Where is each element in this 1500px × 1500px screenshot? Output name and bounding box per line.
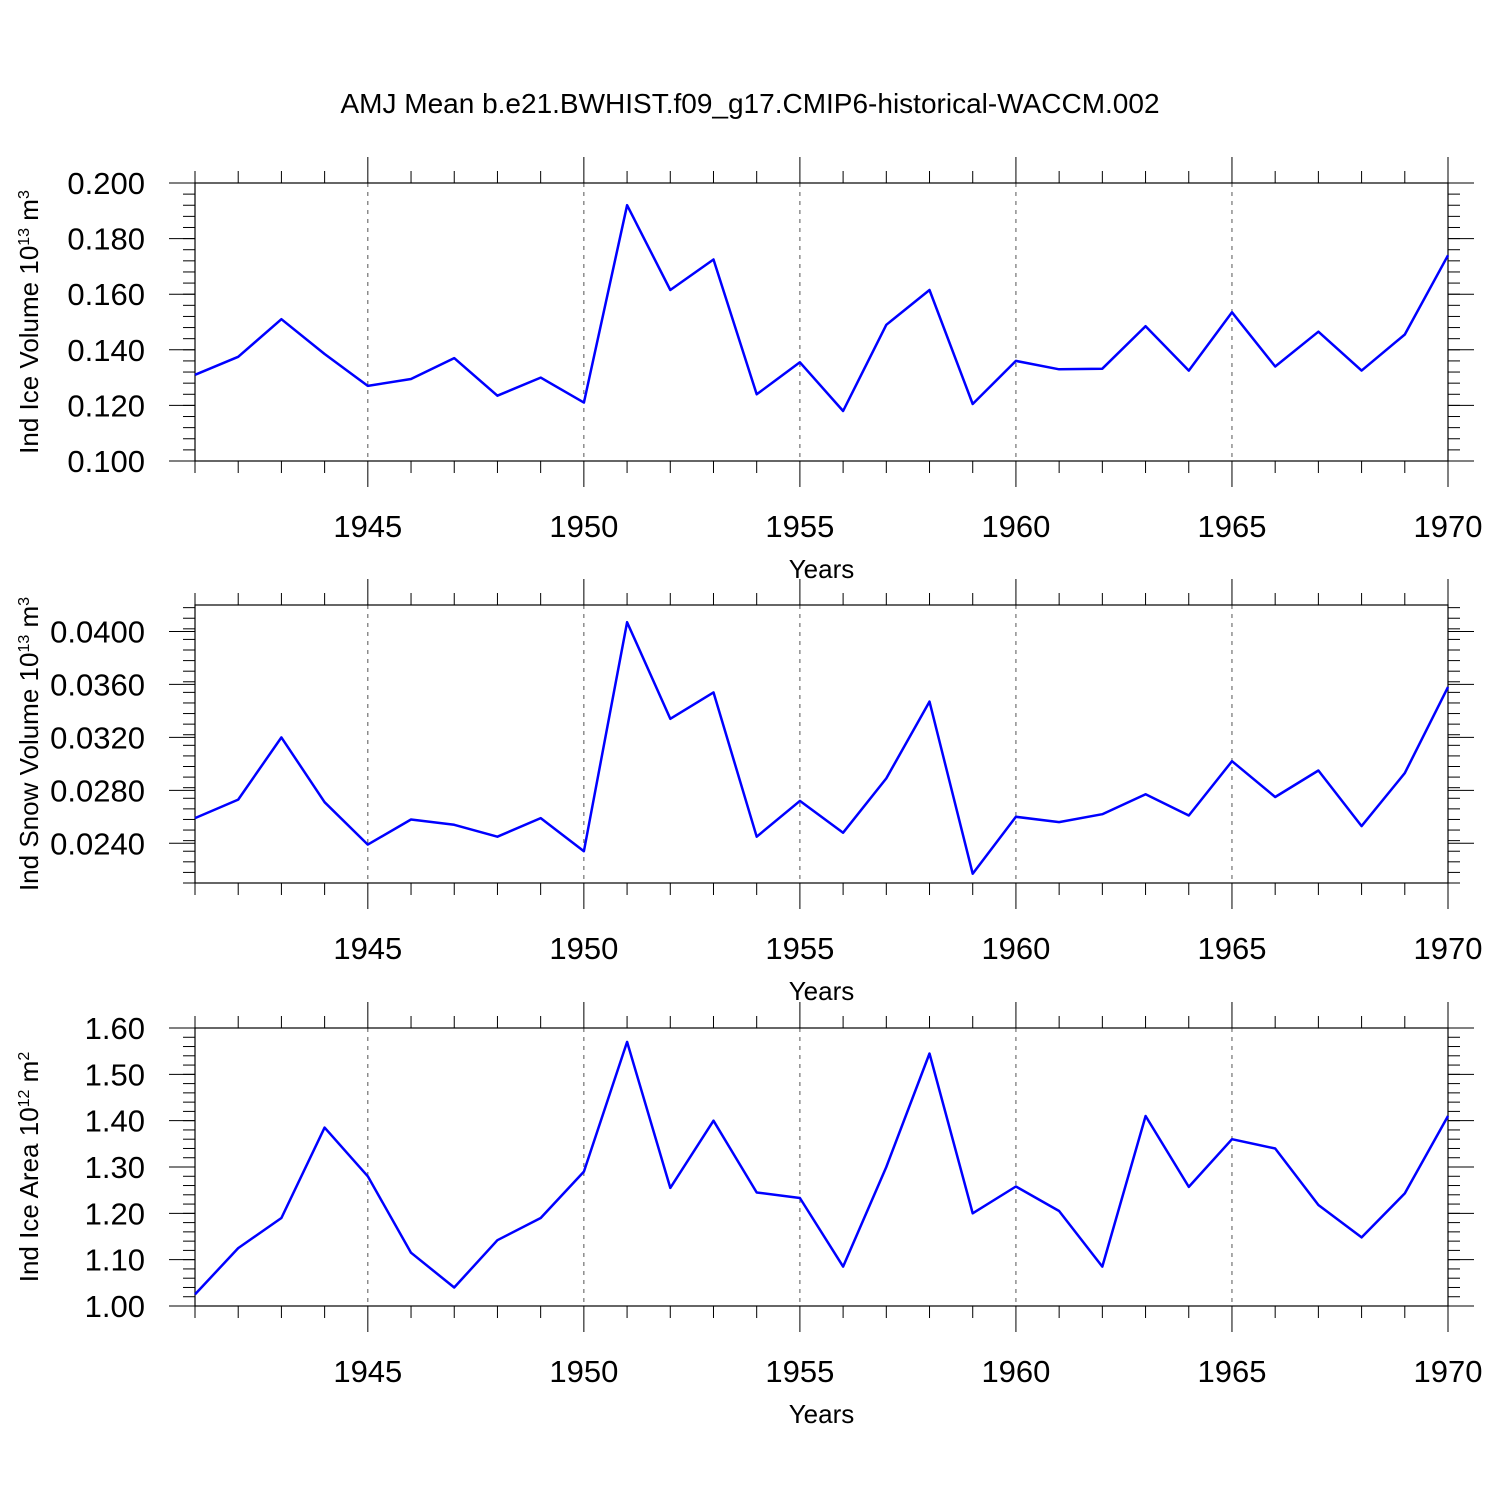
y-tick-label: 1.00 — [85, 1289, 145, 1324]
x-tick-label: 1950 — [549, 931, 618, 966]
y-axis-label-text: m — [14, 606, 44, 635]
x-axis-label: Years — [789, 1399, 855, 1429]
y-tick-label: 1.40 — [85, 1104, 145, 1139]
x-tick-label: 1950 — [549, 1354, 618, 1389]
y-tick-label: 0.160 — [67, 277, 145, 312]
x-tick-label: 1945 — [333, 931, 402, 966]
y-tick-label: 0.0320 — [50, 720, 145, 755]
y-axis-label-text: Ind Ice Area 10 — [14, 1107, 44, 1282]
x-tick-label: 1945 — [333, 1354, 402, 1389]
y-axis-label-text: Ind Snow Volume 10 — [14, 653, 44, 892]
y-tick-label: 0.120 — [67, 388, 145, 423]
y-tick-label: 0.140 — [67, 333, 145, 368]
y-tick-label: 0.0360 — [50, 667, 145, 702]
panel-3: 1.00 1.10 1.20 1.30 1.40 1.50 1.60 1945 1950 1955… — [14, 1002, 1482, 1429]
y-axis-label: Ind Ice Area 1012 m2 — [14, 1052, 44, 1283]
x-tick-label: 1970 — [1414, 509, 1483, 544]
y-axis-label: Ind Snow Volume 1013 m3 — [14, 597, 44, 891]
y-axis-label-superscript: 12 — [16, 1089, 33, 1107]
x-tick-label: 1965 — [1197, 931, 1266, 966]
x-tick-label: 1965 — [1197, 1354, 1266, 1389]
y-tick-label: 0.180 — [67, 222, 145, 257]
series-line — [194, 620, 1450, 875]
x-axis-label: Years — [789, 976, 855, 1006]
x-tick-label: 1960 — [981, 1354, 1050, 1389]
plot-frame — [194, 182, 1449, 462]
y-tick-label: 1.20 — [85, 1196, 145, 1231]
x-axis-label: Years — [789, 554, 855, 584]
y-axis-label-text: Ind Ice Volume 10 — [14, 246, 44, 454]
y-axis-label-superscript: 3 — [16, 190, 33, 199]
plot-frame — [194, 604, 1449, 884]
y-axis-label-superscript: 13 — [16, 635, 33, 653]
y-axis-label-text: m — [14, 199, 44, 228]
x-tick-label: 1955 — [765, 509, 834, 544]
page-title: AMJ Mean b.e21.BWHIST.f09_g17.CMIP6-hist… — [340, 88, 1160, 119]
y-axis-label-superscript: 13 — [16, 228, 33, 246]
series-line — [194, 1040, 1450, 1296]
x-tick-label: 1945 — [333, 509, 402, 544]
y-tick-label: 0.200 — [67, 166, 145, 201]
y-tick-label: 1.60 — [85, 1011, 145, 1046]
y-tick-label: 1.30 — [85, 1150, 145, 1185]
x-tick-label: 1960 — [981, 509, 1050, 544]
y-tick-label: 1.10 — [85, 1243, 145, 1278]
series-line — [194, 203, 1450, 413]
plot-frame — [194, 1027, 1449, 1307]
x-tick-label: 1960 — [981, 931, 1050, 966]
x-tick-label: 1965 — [1197, 509, 1266, 544]
x-tick-label: 1970 — [1414, 931, 1483, 966]
y-tick-label: 0.100 — [67, 444, 145, 479]
x-tick-label: 1955 — [765, 1354, 834, 1389]
panel-2: 0.0240 0.0280 0.0320 0.0360 0.0400 1945 1950 19… — [14, 579, 1482, 1006]
y-axis-label: Ind Ice Volume 1013 m3 — [14, 190, 44, 454]
x-tick-label: 1950 — [549, 509, 618, 544]
x-tick-label: 1955 — [765, 931, 834, 966]
y-axis-label-superscript: 3 — [16, 597, 33, 606]
x-tick-label: 1970 — [1414, 1354, 1483, 1389]
y-tick-label: 1.50 — [85, 1057, 145, 1092]
y-axis-label-text: m — [14, 1061, 44, 1090]
y-tick-label: 0.0280 — [50, 773, 145, 808]
panel-1: 0.100 0.120 0.140 0.160 0.180 0.200 1945 1950 19… — [14, 157, 1482, 584]
y-tick-label: 0.0400 — [50, 614, 145, 649]
y-tick-label: 0.0240 — [50, 826, 145, 861]
y-axis-label-superscript: 2 — [16, 1052, 33, 1061]
